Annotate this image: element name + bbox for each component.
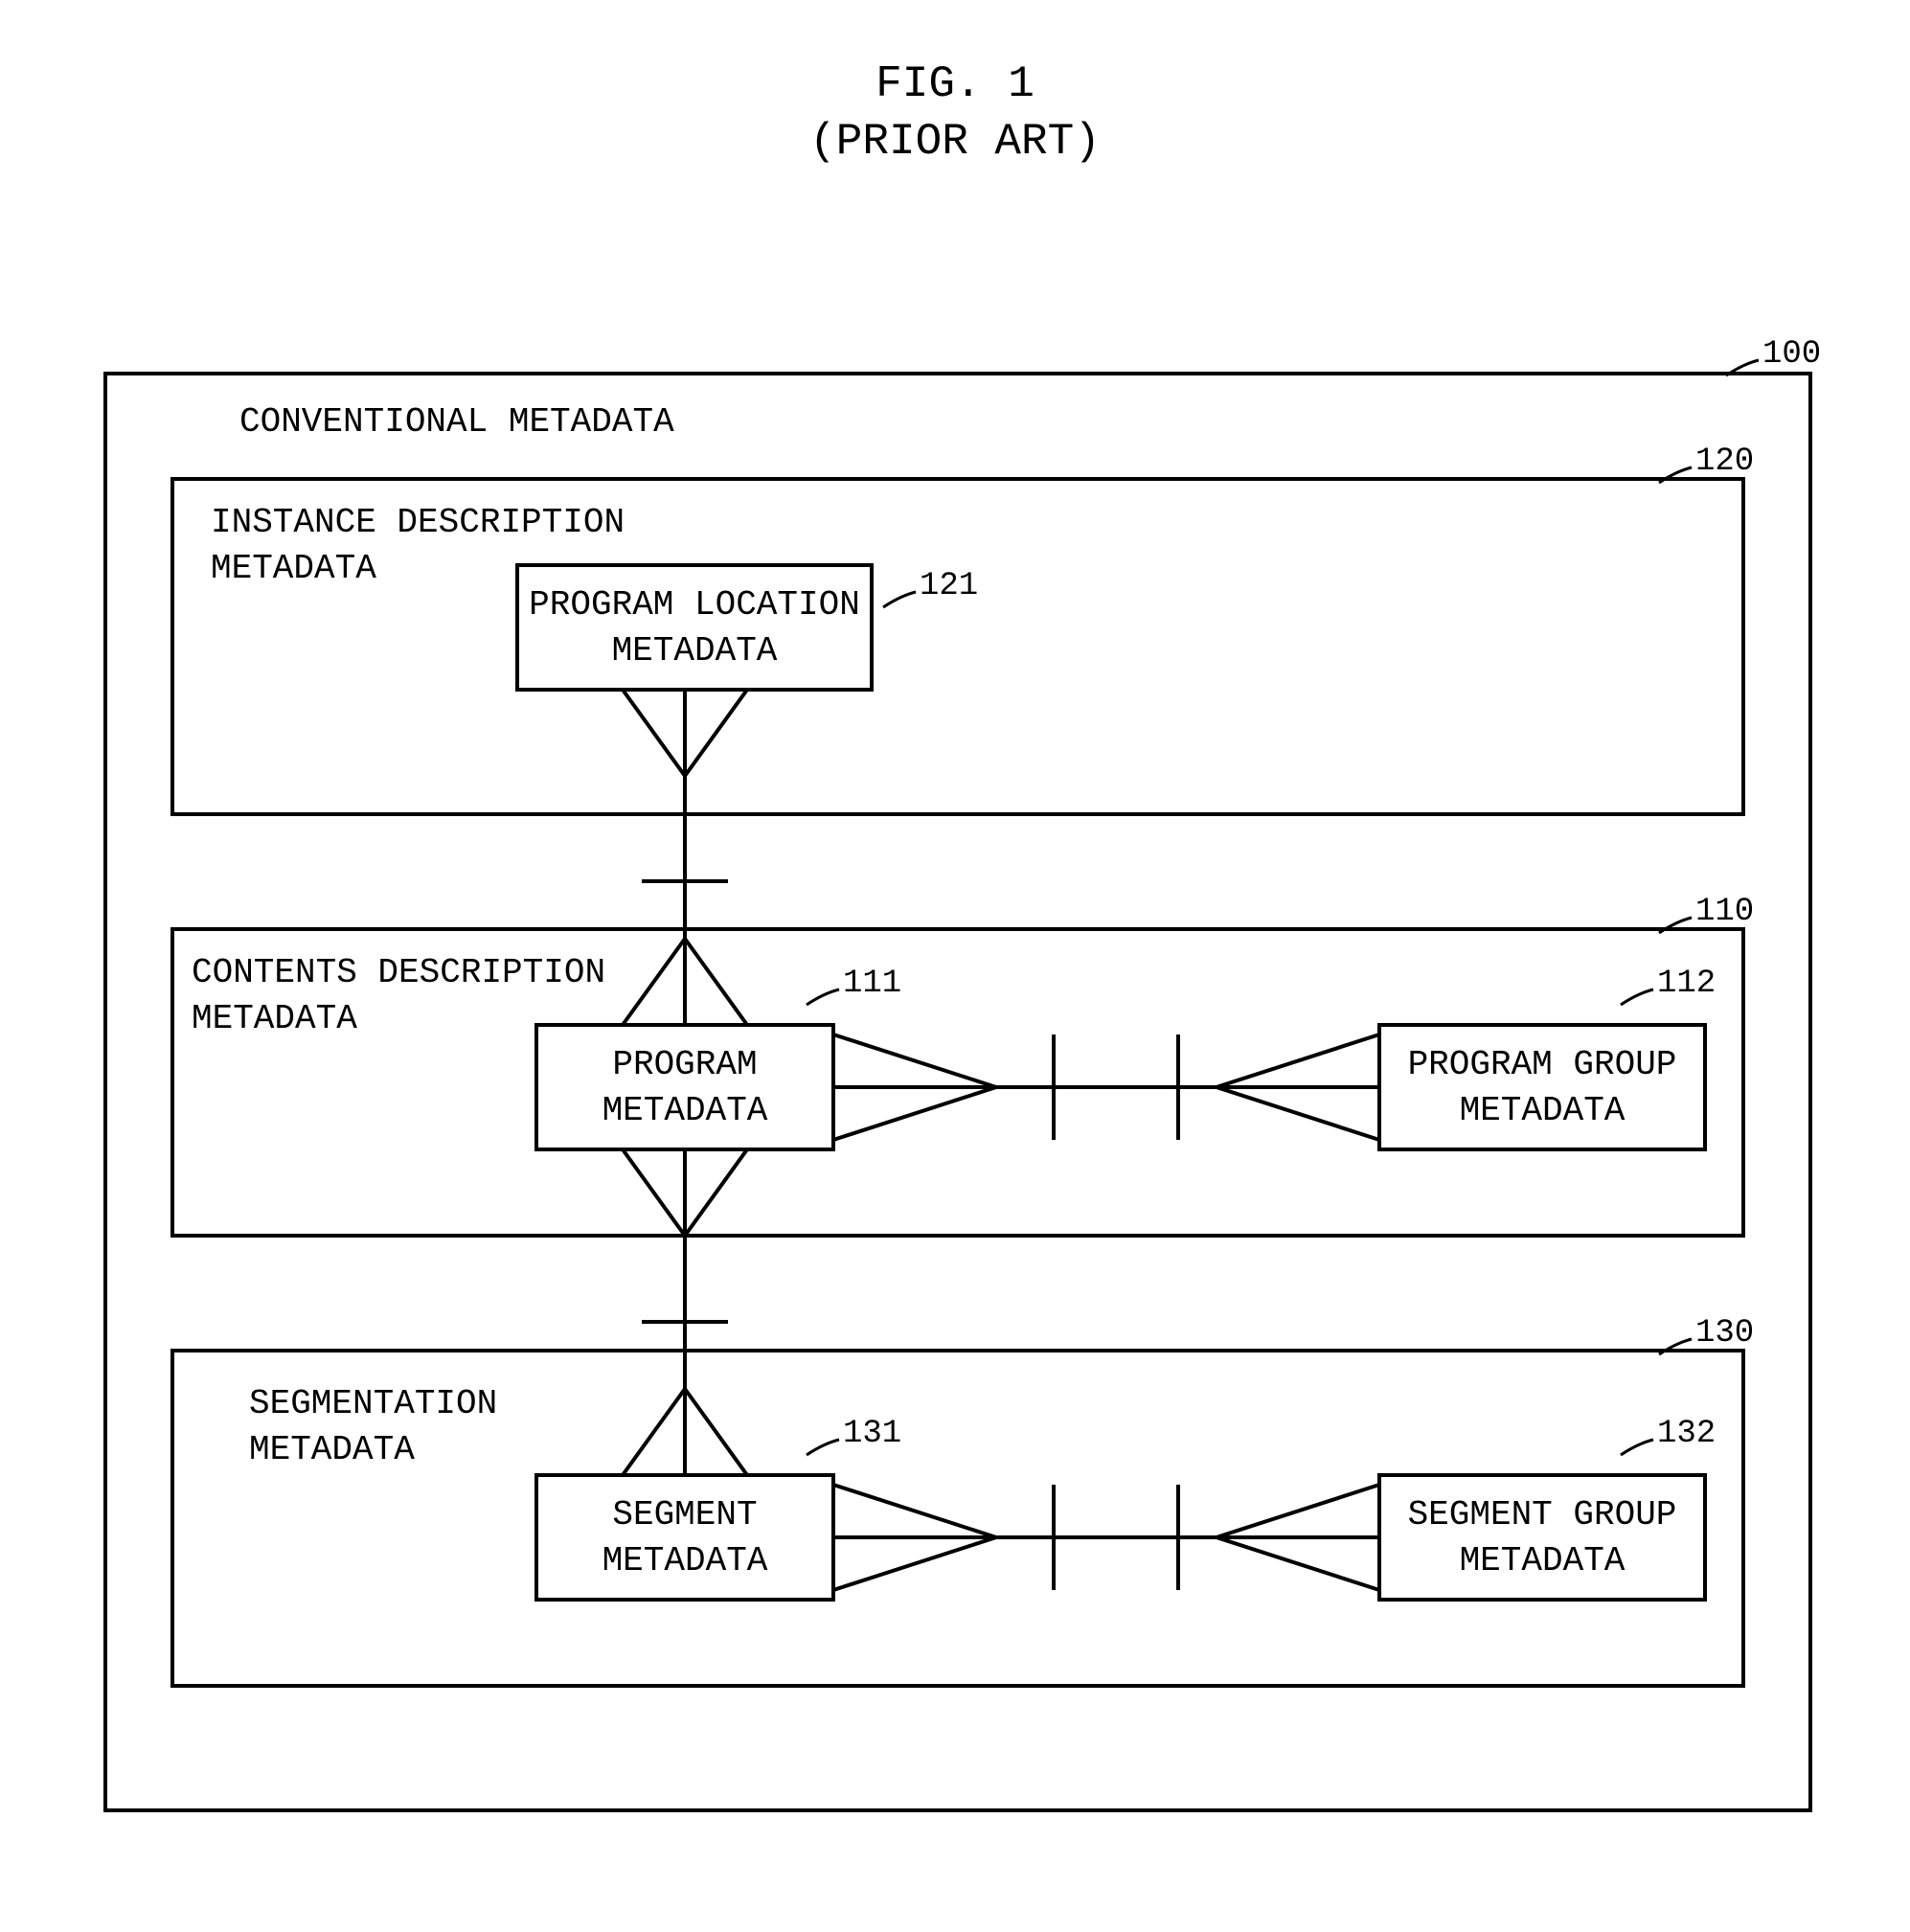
outer-label: CONVENTIONAL METADATA xyxy=(239,402,674,442)
program-location-box-label: PROGRAM LOCATION xyxy=(529,585,860,625)
ref-100: 100 xyxy=(1762,336,1821,373)
ref-132: 132 xyxy=(1657,1416,1716,1452)
program-location-box-label: METADATA xyxy=(612,631,778,671)
ref-110: 110 xyxy=(1695,894,1754,930)
ref-112: 112 xyxy=(1657,966,1716,1002)
program-location-box xyxy=(517,565,872,690)
figure-subtitle: (PRIOR ART) xyxy=(809,117,1101,167)
segment-group-box-label: METADATA xyxy=(1460,1541,1626,1580)
segmentation-section-label: METADATA xyxy=(249,1430,415,1469)
ref-130: 130 xyxy=(1695,1315,1754,1352)
program-group-box-label: PROGRAM GROUP xyxy=(1408,1045,1677,1084)
segment-group-box xyxy=(1379,1475,1705,1600)
contents-section-label: METADATA xyxy=(192,999,357,1038)
instance-section-label: METADATA xyxy=(211,549,376,588)
figure-title: FIG. 1 xyxy=(875,59,1035,109)
program-box-label: PROGRAM xyxy=(612,1045,757,1084)
ref-111: 111 xyxy=(843,966,901,1002)
ref-131: 131 xyxy=(843,1416,901,1452)
instance-section-label: INSTANCE DESCRIPTION xyxy=(211,503,625,542)
program-group-box xyxy=(1379,1025,1705,1149)
segment-group-box-label: SEGMENT GROUP xyxy=(1408,1495,1677,1534)
segmentation-section-label: SEGMENTATION xyxy=(249,1384,497,1423)
program-group-box-label: METADATA xyxy=(1460,1091,1626,1130)
segment-box-label: METADATA xyxy=(603,1541,768,1580)
ref-121: 121 xyxy=(920,568,978,604)
program-box-label: METADATA xyxy=(603,1091,768,1130)
ref-120: 120 xyxy=(1695,443,1754,480)
segment-box-label: SEGMENT xyxy=(612,1495,757,1534)
segment-box xyxy=(536,1475,833,1600)
contents-section-label: CONTENTS DESCRIPTION xyxy=(192,953,605,992)
diagram-svg: FIG. 1 (PRIOR ART) CONVENTIONAL METADATA 10… xyxy=(0,0,1910,1932)
program-box xyxy=(536,1025,833,1149)
